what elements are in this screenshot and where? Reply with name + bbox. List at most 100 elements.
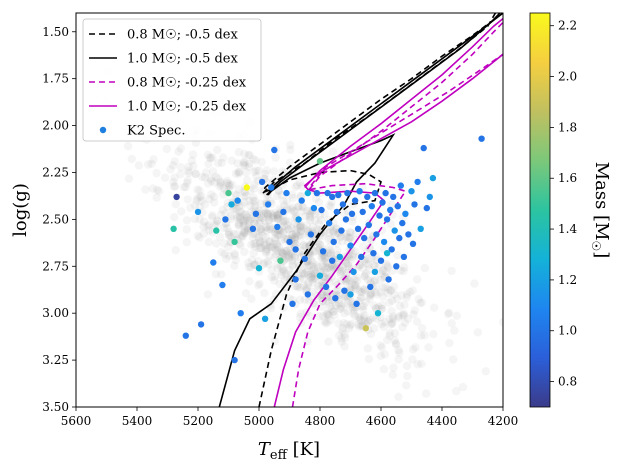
background-star	[397, 291, 406, 300]
background-star	[420, 331, 429, 340]
background-star	[259, 240, 269, 250]
background-star	[240, 247, 249, 257]
background-star	[371, 281, 381, 291]
background-star	[343, 259, 352, 268]
background-star	[240, 228, 249, 238]
background-star	[267, 225, 276, 234]
k2-star-point	[210, 259, 217, 266]
background-star	[320, 317, 329, 326]
background-star	[300, 295, 309, 304]
background-star	[256, 216, 265, 225]
background-star	[296, 226, 306, 235]
background-star	[250, 196, 260, 206]
background-star	[255, 219, 264, 228]
background-star	[255, 238, 265, 247]
background-star	[305, 213, 315, 222]
k2-star-point	[347, 242, 354, 249]
background-star	[365, 243, 374, 253]
background-star	[366, 289, 375, 299]
background-star	[447, 319, 456, 328]
background-star	[189, 161, 198, 171]
background-star	[176, 163, 186, 172]
background-star	[332, 301, 341, 310]
background-star	[315, 240, 324, 249]
k2-star-point	[359, 208, 366, 216]
background-star	[239, 228, 248, 237]
background-star	[274, 243, 284, 252]
background-star	[245, 277, 254, 286]
background-star	[307, 261, 316, 270]
background-star	[281, 269, 290, 278]
k2-star-point	[335, 191, 342, 199]
background-star	[264, 216, 274, 226]
x-tick-label: 5600	[61, 414, 92, 428]
background-star	[230, 251, 240, 260]
background-star	[254, 166, 264, 175]
background-star	[235, 207, 245, 216]
background-star	[278, 249, 288, 258]
background-star	[400, 263, 409, 272]
background-star	[256, 224, 266, 234]
background-star	[340, 308, 349, 318]
background-star	[312, 247, 321, 256]
k2-star-point	[370, 250, 377, 257]
background-star	[261, 233, 270, 242]
background-star	[193, 231, 202, 240]
k2-star-point	[231, 238, 238, 246]
background-star	[342, 319, 351, 329]
background-star	[345, 321, 355, 330]
background-star	[303, 270, 313, 279]
background-star	[331, 232, 340, 241]
background-star	[273, 214, 282, 223]
background-star	[288, 230, 297, 239]
background-star	[382, 260, 391, 269]
background-star	[230, 249, 239, 258]
background-star	[264, 259, 273, 269]
k2-star-point	[405, 231, 412, 238]
background-star	[290, 233, 299, 242]
background-star	[377, 301, 387, 310]
background-star	[288, 260, 297, 269]
background-star	[398, 323, 407, 332]
background-star	[249, 218, 259, 228]
k2-star-point	[197, 321, 205, 328]
background-star	[282, 246, 291, 256]
k2-star-point	[348, 210, 356, 217]
legend-marker	[99, 126, 107, 134]
background-star	[204, 237, 214, 247]
background-star	[256, 225, 266, 234]
background-star	[287, 252, 296, 261]
background-star	[422, 389, 431, 398]
k2-star-point	[295, 216, 302, 223]
y-tick-label: 1.50	[42, 25, 69, 39]
background-star	[134, 161, 144, 170]
k2-star-point	[362, 325, 369, 332]
background-star	[285, 294, 294, 303]
background-star	[347, 319, 356, 329]
background-star	[296, 227, 305, 237]
background-star	[272, 239, 282, 249]
background-star	[357, 288, 367, 297]
background-star	[313, 260, 322, 270]
background-star	[270, 276, 279, 285]
background-star	[237, 231, 246, 240]
background-star	[412, 317, 422, 326]
background-star	[232, 229, 242, 239]
track-line	[258, 13, 503, 407]
background-star	[387, 318, 397, 327]
k2-star-point	[173, 193, 180, 201]
background-star	[260, 238, 269, 247]
background-star	[171, 246, 180, 255]
background-star	[252, 166, 261, 175]
background-star	[410, 306, 419, 315]
background-star	[294, 231, 303, 240]
background-star	[359, 313, 369, 323]
background-star	[359, 301, 368, 311]
k2-star-point	[310, 204, 318, 212]
background-star	[328, 226, 338, 236]
background-star	[365, 294, 374, 304]
background-star	[227, 156, 236, 165]
background-star	[394, 312, 403, 321]
k2-points	[170, 135, 485, 364]
background-star	[205, 226, 214, 235]
